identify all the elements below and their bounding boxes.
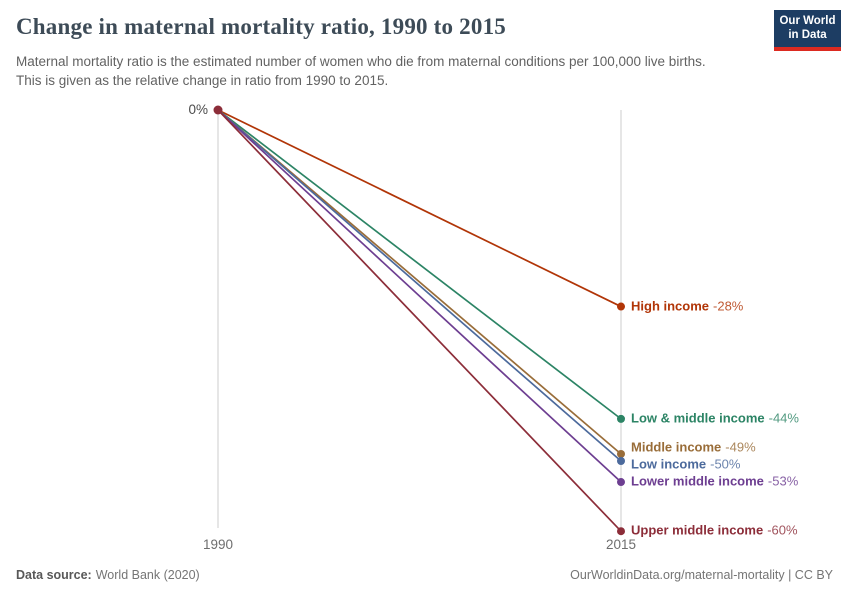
series-line-low-middle-income[interactable] [217, 109, 622, 420]
series-dot-low-income[interactable] [617, 457, 625, 465]
series-dot-lower-middle-income[interactable] [617, 478, 625, 487]
series-value: -49% [725, 439, 756, 455]
series-dot-low-middle-income[interactable] [617, 414, 625, 423]
series-label-low-middle-income[interactable]: Low & middle income -44% [631, 410, 799, 426]
series-line-middle-income[interactable] [217, 109, 622, 455]
series-value: -28% [713, 298, 744, 314]
series-value: -53% [767, 473, 799, 489]
series-dot-upper-middle-income[interactable] [617, 527, 625, 536]
x-tick-2015: 2015 [605, 537, 637, 552]
series-label-lower-middle-income[interactable]: Lower middle income -53% [631, 473, 799, 490]
chart-subtitle: Maternal mortality ratio is the estimate… [16, 54, 706, 88]
series-line-high-income[interactable] [217, 109, 622, 308]
series-value: -44% [768, 410, 799, 426]
series-name: High income [631, 298, 710, 314]
page-title: Change in maternal mortality ratio, 1990… [16, 14, 506, 39]
series-name: Low income [631, 456, 707, 472]
data-source-value: World Bank (2020) [95, 568, 200, 582]
series-label-middle-income[interactable]: Middle income -49% [631, 439, 756, 456]
series-label-high-income[interactable]: High income -28% [631, 298, 744, 314]
series-name: Low & middle income [631, 410, 765, 426]
series-dot-high-income[interactable] [617, 302, 625, 311]
owid-logo-line1: Our World [779, 15, 836, 27]
y-axis-zero-label: 0% [188, 102, 208, 117]
series-line-low-income[interactable] [217, 109, 622, 462]
series-name: Middle income [631, 439, 722, 455]
owid-logo-line2: in Data [788, 28, 827, 41]
series-dot-middle-income[interactable] [617, 449, 625, 458]
origin-dot[interactable] [213, 105, 223, 115]
series-line-lower-middle-income[interactable] [217, 109, 622, 483]
series-label-low-income[interactable]: Low income -50% [631, 456, 741, 473]
series-label-upper-middle-income[interactable]: Upper middle income -60% [631, 522, 798, 539]
data-source-label: Data source: [16, 568, 92, 582]
data-source: Data source: World Bank (2020) [16, 568, 200, 582]
footer-link[interactable]: OurWorldinData.org/maternal-mortality | … [570, 568, 833, 582]
x-tick-1990: 1990 [202, 537, 234, 552]
owid-logo[interactable]: Our World in Data [774, 10, 841, 51]
series-name: Upper middle income [631, 522, 764, 538]
chart-footer: Data source: World Bank (2020) OurWorldin… [16, 568, 833, 582]
series-value: -60% [767, 522, 798, 538]
series-name: Lower middle income [631, 473, 764, 489]
series-line-upper-middle-income[interactable] [217, 109, 622, 532]
series-value: -50% [710, 456, 741, 472]
